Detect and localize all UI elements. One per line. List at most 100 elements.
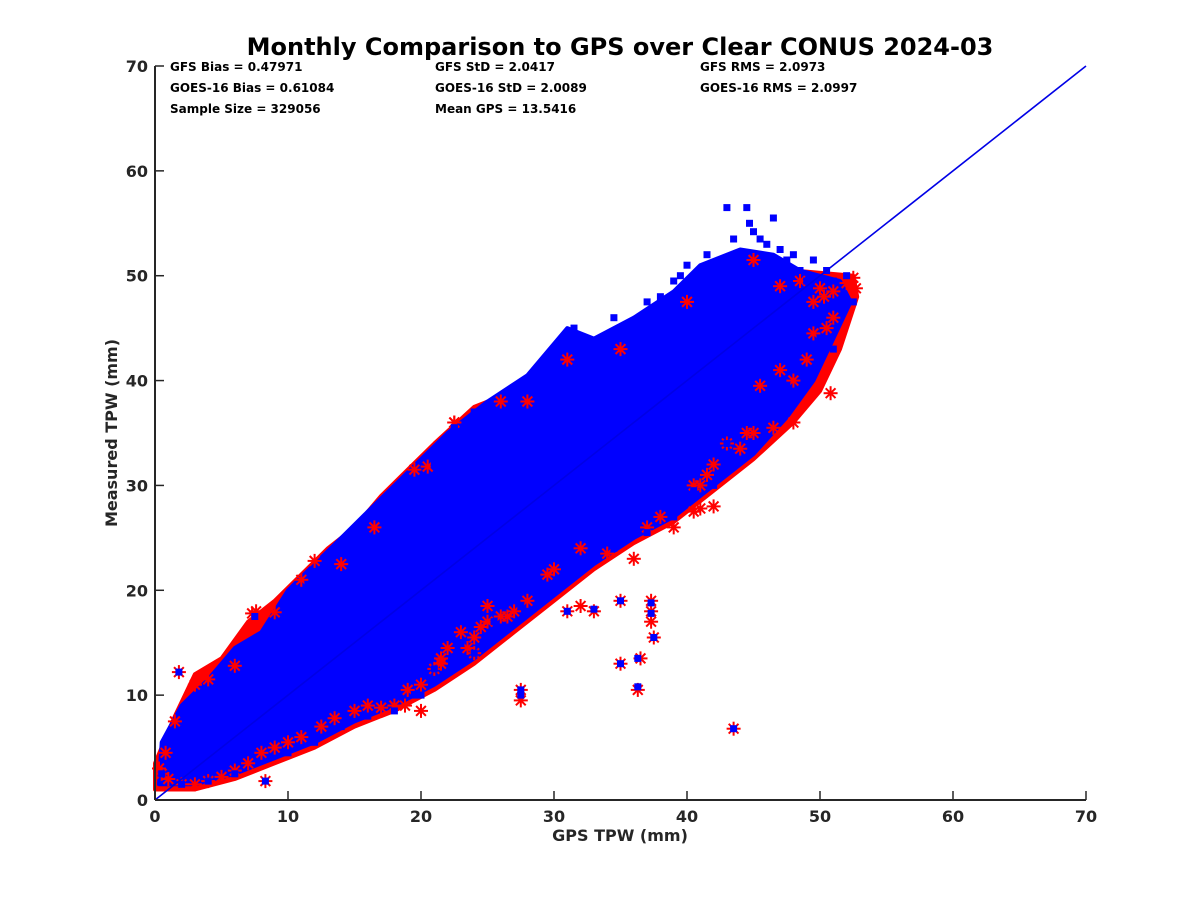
x-tick-label: 10 xyxy=(277,807,299,826)
asterisk-point xyxy=(826,284,841,299)
stat-goes-rms: GOES-16 RMS = 2.0997 xyxy=(700,81,857,95)
stat-sample-size: Sample Size = 329056 xyxy=(170,102,321,116)
asterisk-point xyxy=(693,501,708,516)
square-point xyxy=(750,228,757,236)
asterisk-point xyxy=(307,553,322,568)
stat-gfs-bias: GFS Bias = 0.47971 xyxy=(170,60,302,74)
square-point xyxy=(756,235,764,243)
x-tick-label: 30 xyxy=(543,807,565,826)
asterisk-point xyxy=(766,420,781,435)
stat-goes-std: GOES-16 StD = 2.0089 xyxy=(435,81,587,95)
asterisk-point xyxy=(773,363,788,378)
asterisk-point xyxy=(680,294,694,309)
asterisk-point xyxy=(644,614,659,629)
square-point xyxy=(730,235,738,243)
asterisk-point xyxy=(733,441,748,456)
asterisk-point xyxy=(739,426,754,440)
square-point xyxy=(849,298,857,306)
square-point xyxy=(617,597,624,605)
asterisk-point xyxy=(773,279,788,294)
square-point xyxy=(829,277,837,285)
square-point xyxy=(776,246,784,253)
square-point xyxy=(417,691,425,699)
asterisk-point xyxy=(706,457,721,472)
y-tick-label: 30 xyxy=(126,476,148,495)
square-point xyxy=(430,461,438,468)
square-point xyxy=(410,691,418,699)
square-point xyxy=(723,204,731,212)
y-tick-label: 20 xyxy=(126,581,148,600)
axes: 0 10 20 30 40 50 60 70 0 10 20 30 40 50 60 70 xyxy=(126,57,1097,826)
square-point xyxy=(763,408,771,416)
asterisk-point xyxy=(158,745,173,760)
square-point xyxy=(676,272,684,280)
square-point xyxy=(789,356,797,364)
asterisk-point xyxy=(407,462,422,477)
square-point xyxy=(570,324,578,332)
asterisk-point xyxy=(480,599,495,613)
square-point xyxy=(670,513,678,521)
square-point xyxy=(304,581,312,589)
x-axis-ticks: 0 10 20 30 40 50 60 70 xyxy=(149,791,1097,826)
stats-block: GFS Bias = 0.47971 GFS StD = 2.0417 GFS … xyxy=(170,60,857,116)
square-point xyxy=(284,749,292,757)
square-point xyxy=(803,277,811,285)
asterisk-point xyxy=(819,321,834,336)
asterisk-point xyxy=(267,605,282,620)
asterisk-point xyxy=(573,541,588,556)
square-point xyxy=(710,481,718,489)
asterisk-point xyxy=(440,641,455,655)
square-point xyxy=(769,214,777,222)
asterisk-point xyxy=(254,745,269,760)
asterisk-point xyxy=(227,658,242,673)
square-point xyxy=(231,770,239,778)
asterisk-point xyxy=(560,352,575,367)
asterisk-point xyxy=(753,378,768,393)
square-point xyxy=(763,240,771,248)
asterisk-point xyxy=(327,711,342,726)
asterisk-point xyxy=(201,672,216,687)
square-point xyxy=(816,335,824,343)
y-tick-label: 70 xyxy=(126,57,148,76)
asterisk-point xyxy=(334,557,349,572)
stat-gfs-rms: GFS RMS = 2.0973 xyxy=(700,60,825,74)
y-tick-label: 10 xyxy=(126,686,148,705)
square-point xyxy=(175,668,183,676)
square-point xyxy=(261,777,269,785)
stat-mean-gps: Mean GPS = 13.5416 xyxy=(435,102,576,116)
asterisk-point xyxy=(374,700,389,715)
y-tick-label: 60 xyxy=(126,162,148,181)
square-point xyxy=(617,660,624,668)
asterisk-point xyxy=(294,730,309,745)
square-point xyxy=(743,419,751,426)
square-point xyxy=(178,780,186,788)
square-point xyxy=(656,293,664,301)
square-point xyxy=(517,602,525,610)
asterisk-point xyxy=(817,289,831,304)
square-point xyxy=(736,455,744,463)
square-point xyxy=(643,529,651,537)
square-point xyxy=(158,770,166,778)
square-point xyxy=(490,618,498,626)
asterisk-point xyxy=(626,551,641,566)
asterisk-point xyxy=(360,698,375,713)
x-tick-label: 60 xyxy=(942,807,964,826)
asterisk-point xyxy=(520,394,535,409)
asterisk-point xyxy=(367,520,382,535)
one-to-one-line xyxy=(154,65,1087,801)
goes16-density-cloud xyxy=(157,247,853,787)
asterisk-point xyxy=(653,509,668,524)
x-tick-label: 40 xyxy=(676,807,698,826)
square-point xyxy=(450,424,458,432)
square-point xyxy=(730,725,738,733)
asterisk-point xyxy=(823,386,838,401)
square-point xyxy=(610,314,618,322)
square-point xyxy=(251,613,259,620)
asterisk-point xyxy=(806,294,821,309)
asterisk-point xyxy=(467,630,482,645)
asterisk-point xyxy=(241,756,256,771)
square-point xyxy=(357,534,365,542)
square-point xyxy=(517,686,525,694)
square-point xyxy=(337,723,345,731)
